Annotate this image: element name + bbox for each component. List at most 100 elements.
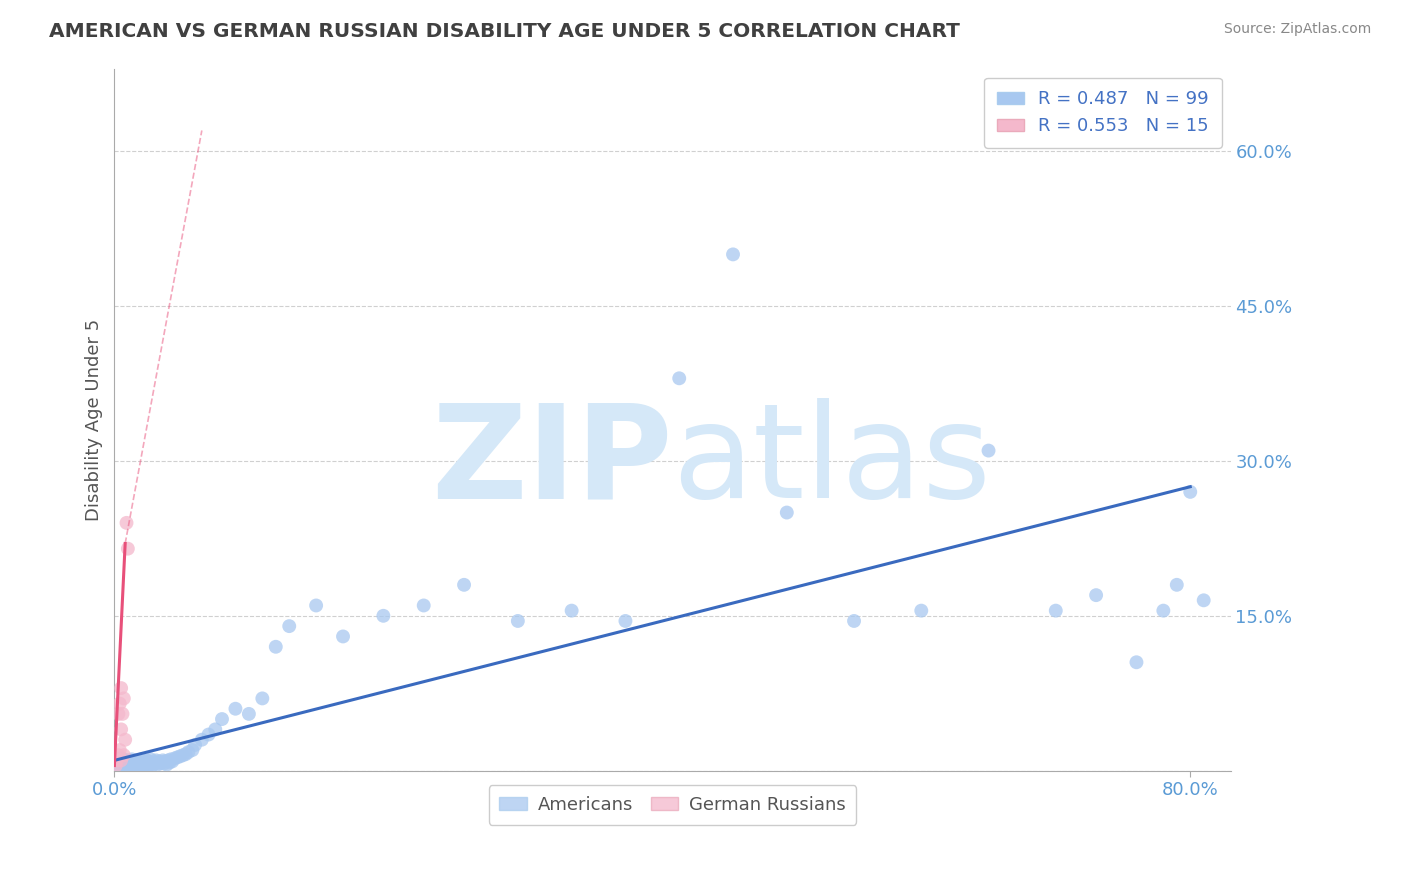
Point (121, 752, 143, 766)
Point (127, 753, 149, 767)
Point (1085, 588, 1108, 602)
Point (105, 756, 128, 770)
Point (117, 761, 139, 775)
Point (114, 732, 136, 747)
Point (614, 614, 637, 628)
Point (117, 541, 139, 556)
Point (139, 752, 162, 766)
Point (668, 371, 690, 385)
Point (122, 759, 145, 773)
Point (112, 748, 135, 763)
Point (142, 756, 165, 770)
Point (132, 756, 155, 770)
Point (197, 727, 219, 741)
Point (115, 516, 138, 530)
Point (153, 756, 176, 771)
Point (252, 691, 274, 706)
Point (506, 614, 529, 628)
Point (120, 756, 142, 770)
Point (120, 759, 142, 773)
Point (110, 723, 132, 737)
Point (107, 759, 129, 773)
Point (107, 748, 129, 763)
Point (141, 758, 163, 772)
Point (1152, 604, 1174, 618)
Point (172, 748, 194, 763)
Point (977, 443, 1000, 458)
Y-axis label: Disability Age Under 5: Disability Age Under 5 (86, 318, 103, 521)
Point (128, 758, 150, 772)
Point (150, 756, 173, 770)
Point (1045, 604, 1067, 618)
Point (1180, 484, 1202, 499)
Point (111, 759, 134, 773)
Text: atlas: atlas (672, 398, 991, 525)
Point (128, 756, 150, 770)
Point (148, 755, 170, 769)
Point (129, 759, 152, 773)
Point (111, 755, 134, 769)
Point (104, 758, 127, 772)
Point (134, 757, 156, 772)
Point (152, 753, 174, 767)
Point (842, 614, 865, 628)
Point (143, 756, 166, 771)
Point (166, 750, 188, 764)
Point (104, 758, 127, 772)
Point (110, 753, 132, 767)
Point (115, 759, 138, 773)
Point (107, 706, 129, 721)
Point (124, 758, 146, 772)
Point (332, 630, 354, 644)
Legend: Americans, German Russians: Americans, German Russians (489, 785, 856, 825)
Point (125, 759, 148, 773)
Point (115, 753, 138, 767)
Point (108, 697, 131, 711)
Point (114, 758, 136, 772)
Point (1166, 578, 1188, 592)
Point (107, 753, 129, 767)
Point (157, 753, 180, 767)
Point (118, 755, 141, 769)
Point (156, 757, 179, 772)
Point (169, 749, 191, 764)
Point (159, 756, 181, 770)
Point (112, 752, 135, 766)
Point (1192, 593, 1215, 607)
Point (146, 757, 169, 772)
Point (174, 747, 197, 761)
Point (108, 756, 131, 771)
Point (117, 756, 139, 771)
Point (145, 753, 167, 767)
Point (105, 753, 128, 767)
Point (453, 578, 475, 592)
Point (105, 761, 128, 775)
Point (181, 743, 204, 757)
Point (211, 712, 233, 726)
Point (305, 599, 328, 613)
Point (136, 755, 159, 769)
Point (122, 756, 145, 771)
Point (112, 691, 135, 706)
Point (131, 752, 153, 766)
Text: AMERICAN VS GERMAN RUSSIAN DISABILITY AGE UNDER 5 CORRELATION CHART: AMERICAN VS GERMAN RUSSIAN DISABILITY AG… (49, 22, 960, 41)
Point (162, 755, 184, 769)
Point (721, 247, 744, 261)
Point (373, 608, 395, 623)
Point (138, 757, 160, 772)
Point (561, 604, 583, 618)
Point (110, 751, 132, 765)
Point (204, 723, 226, 737)
Point (224, 702, 246, 716)
Point (131, 756, 153, 771)
Point (155, 755, 177, 769)
Point (1125, 655, 1147, 669)
Text: Source: ZipAtlas.com: Source: ZipAtlas.com (1223, 22, 1371, 37)
Point (910, 604, 932, 618)
Point (112, 757, 135, 772)
Point (127, 757, 149, 772)
Point (110, 681, 132, 695)
Point (135, 753, 157, 767)
Point (114, 756, 136, 770)
Text: ZIP: ZIP (432, 398, 672, 525)
